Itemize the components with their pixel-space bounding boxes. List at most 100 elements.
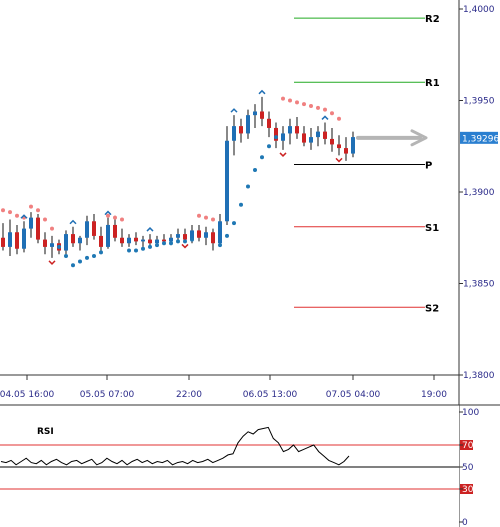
candle-body (225, 140, 229, 222)
rsi-tick-label: 100 (462, 408, 479, 418)
candle-body (302, 133, 306, 143)
sar-dot (50, 226, 54, 231)
candle-body (309, 137, 313, 143)
sar-dot (274, 135, 278, 140)
sar-dot (99, 250, 103, 255)
sar-dot (330, 111, 334, 116)
y-tick-label: 1,4000 (463, 5, 495, 15)
candle-body (246, 115, 250, 134)
current-price-label: 1,39296 (462, 134, 499, 144)
candle-body (330, 138, 334, 145)
sar-dot (113, 215, 117, 220)
candle-body (197, 230, 201, 238)
fractal-up-marker (20, 214, 28, 219)
candle-body (1, 237, 5, 247)
candle-body (218, 221, 222, 244)
sar-dot (106, 213, 110, 218)
candle-body (260, 111, 264, 119)
sar-dot (8, 210, 12, 215)
sar-dot (302, 102, 306, 107)
fractal-up-marker (258, 89, 266, 95)
rsi-tick-label: 70 (462, 441, 474, 451)
sar-dot (295, 100, 299, 105)
fractal-down-marker (335, 157, 343, 163)
fractal-up-marker (104, 210, 112, 216)
candle-body (141, 239, 145, 242)
candle-body (8, 232, 12, 247)
candle-body (78, 237, 82, 244)
sar-dot (57, 244, 61, 249)
fractal-down-marker (181, 243, 189, 249)
candle-body (148, 239, 152, 244)
y-tick-label: 1,3900 (463, 188, 495, 198)
candle-body (134, 237, 138, 242)
candle-body (99, 235, 103, 247)
sar-dot (1, 208, 5, 213)
rsi-tick-label: 50 (462, 463, 474, 473)
candle-body (288, 126, 292, 134)
pivot-label-r1: R1 (425, 78, 440, 89)
current-price-tag (460, 131, 498, 144)
sar-dot (323, 107, 327, 112)
sar-dot (78, 259, 82, 264)
fractal-up-marker (230, 108, 238, 113)
rsi-tick-badge (460, 484, 473, 494)
candle-body (239, 126, 243, 134)
sar-dot (281, 96, 285, 101)
sar-dot (197, 213, 201, 218)
candle-body (253, 111, 257, 116)
fractal-up-marker (146, 227, 154, 232)
sar-dot (43, 217, 47, 222)
candle-body (344, 148, 348, 154)
sar-dot (155, 243, 159, 248)
rsi-plot-area (0, 405, 459, 527)
x-tick-label: 22:00 (176, 390, 202, 400)
candle-body (316, 131, 320, 138)
candle-body (281, 133, 285, 141)
sar-dot (85, 255, 89, 260)
candle-body (85, 221, 89, 238)
sar-dot (71, 263, 75, 268)
sar-dot (218, 243, 222, 248)
rsi-line (0, 426, 350, 466)
pivot-label-s1: S1 (425, 223, 439, 234)
candle-body (22, 228, 26, 249)
y-tick-label: 1,3800 (463, 371, 495, 381)
candle-body (183, 234, 187, 240)
sar-dot (183, 239, 187, 244)
sar-dot (316, 105, 320, 110)
sar-dot (309, 103, 313, 108)
candle-body (351, 137, 355, 154)
candle-body (190, 230, 194, 240)
candle-body (43, 239, 47, 247)
fractal-up-marker (321, 115, 329, 120)
fractal-down-marker (279, 152, 287, 157)
y-tick-label: 1,3950 (463, 97, 495, 107)
sar-dot (36, 208, 40, 213)
candle-body (274, 127, 278, 141)
sar-dot (288, 98, 292, 103)
candle-body (232, 126, 236, 141)
sar-dot (253, 168, 257, 173)
sar-dot (337, 116, 341, 121)
sar-dot (141, 246, 145, 251)
candle-body (211, 232, 215, 244)
sar-dot (29, 204, 33, 209)
candle-body (64, 234, 68, 251)
sar-dot (64, 254, 68, 259)
sar-dot (162, 241, 166, 246)
candle-body (267, 118, 271, 128)
candle-body (15, 232, 19, 249)
candle-body (295, 126, 299, 134)
candle-body (169, 237, 173, 242)
candle-body (92, 221, 96, 236)
sar-dot (169, 241, 173, 246)
sar-dot (239, 202, 243, 207)
sar-dot (232, 221, 236, 226)
sar-dot (225, 233, 229, 238)
sar-dot (148, 244, 152, 249)
pivot-label-r2: R2 (425, 14, 440, 25)
sar-dot (176, 239, 180, 244)
sar-dot (190, 237, 194, 242)
